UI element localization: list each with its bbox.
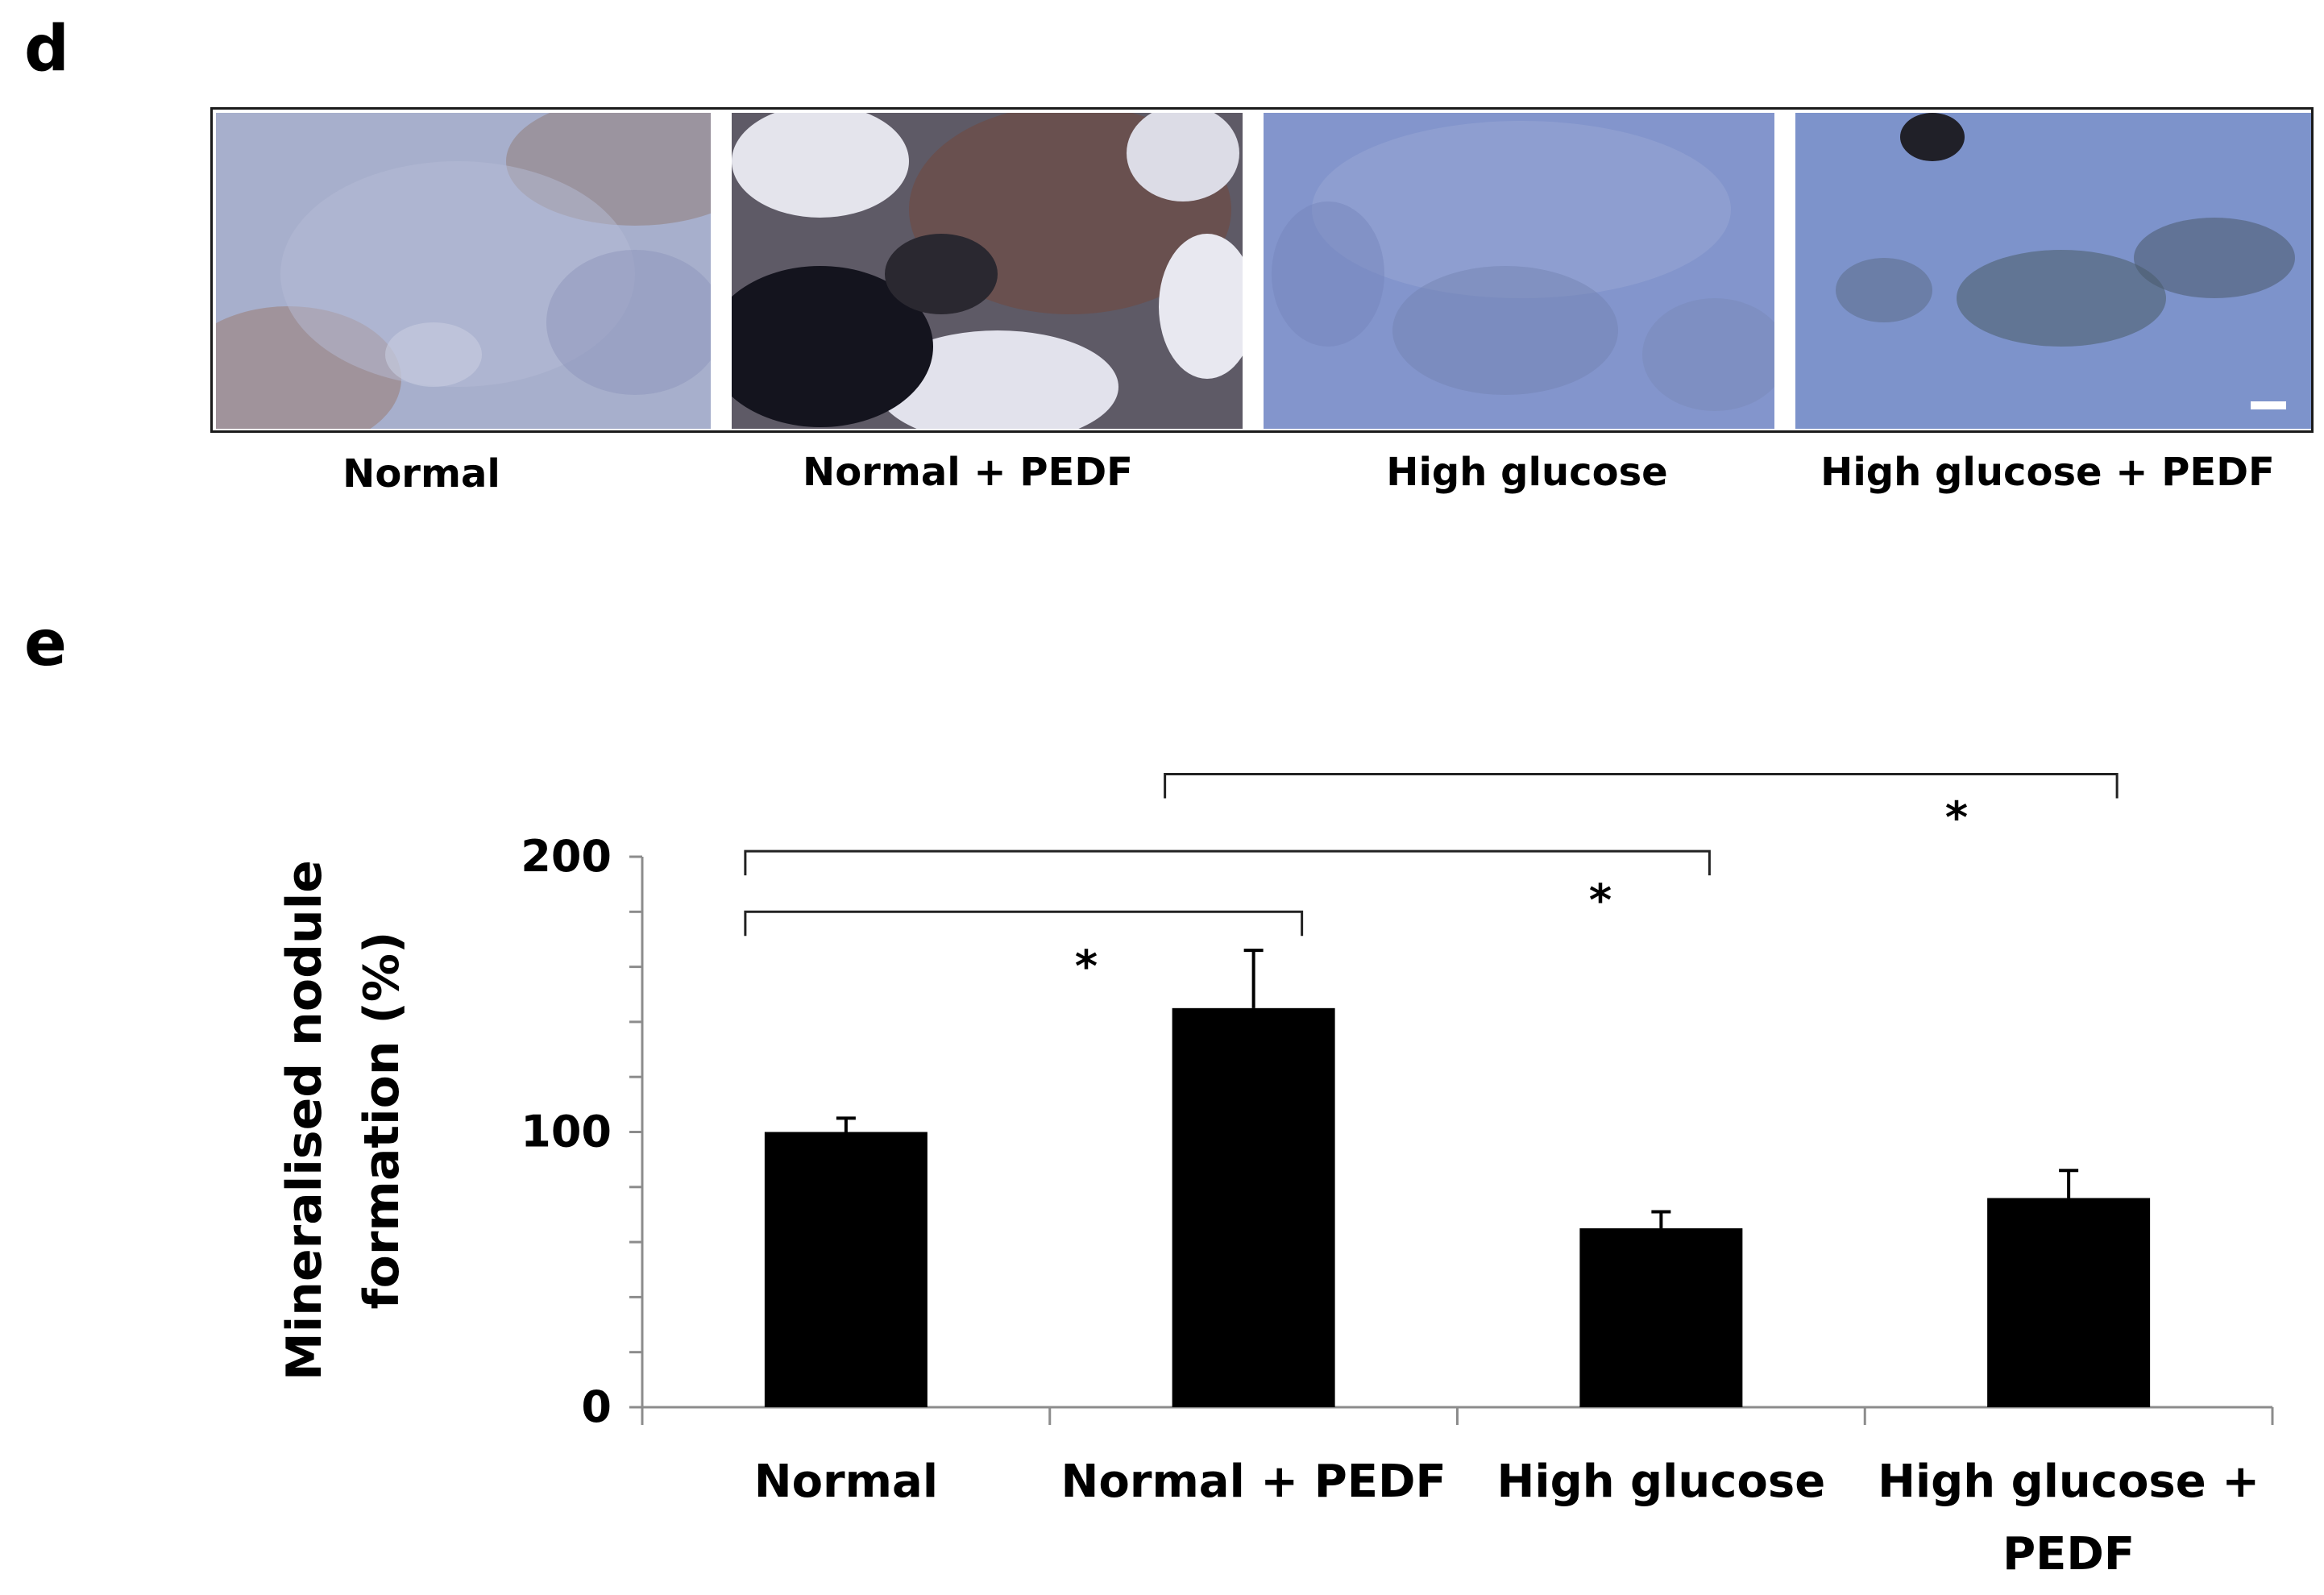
scale-bar <box>2251 401 2286 409</box>
significance-bracket <box>744 910 1304 937</box>
significance-star: * <box>1075 941 1098 991</box>
y-tick-label: 0 <box>581 1381 612 1432</box>
micrograph-normal <box>216 113 711 429</box>
significance-star: * <box>1589 874 1612 925</box>
micrograph-high-glucose <box>1264 113 1774 429</box>
micrograph-image <box>732 113 1243 429</box>
micrograph-high-glucose-pedf <box>1795 113 2311 429</box>
micrograph-label-high-glucose: High glucose <box>1386 450 1668 495</box>
micrograph-image <box>216 113 711 429</box>
x-category-label: High glucose + <box>1878 1456 2260 1508</box>
y-axis-label: Mineralised nodule <box>276 860 333 1381</box>
bar <box>1987 1198 2151 1407</box>
micrograph-label-normal: Normal <box>342 451 500 496</box>
y-tick-label: 200 <box>521 831 612 882</box>
y-tick-label: 100 <box>521 1107 612 1157</box>
x-category-label: PEDF <box>2002 1528 2135 1580</box>
panel-letter-e: e <box>24 608 67 680</box>
significance-star: * <box>1945 792 1968 843</box>
x-category-label: High glucose <box>1497 1456 1826 1508</box>
bar <box>764 1132 928 1407</box>
x-category-label: Normal <box>754 1456 938 1508</box>
x-category-label: Normal + PEDF <box>1061 1456 1446 1508</box>
significance-bracket <box>1164 773 2119 799</box>
micrograph-image <box>1795 113 2311 429</box>
bar <box>1172 1007 1335 1407</box>
bar <box>1579 1228 1743 1407</box>
micrograph-strip <box>210 107 2314 433</box>
micrograph-image <box>1264 113 1774 429</box>
panel-letter-d: d <box>24 13 69 85</box>
micrograph-normal-pedf <box>732 113 1243 429</box>
micrograph-label-normal-pedf: Normal + PEDF <box>803 450 1133 495</box>
significance-bracket <box>744 849 1711 876</box>
micrograph-label-high-glucose-pedf: High glucose + PEDF <box>1820 450 2275 495</box>
y-axis-label: formation (%) <box>354 932 410 1310</box>
